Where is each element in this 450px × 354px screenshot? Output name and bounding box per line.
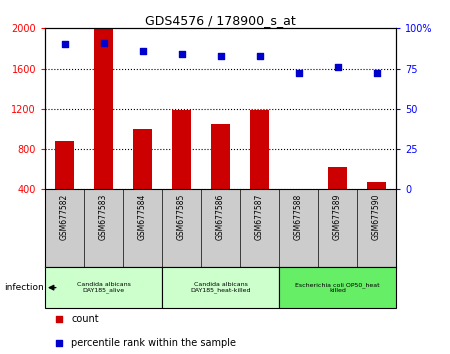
Bar bbox=[162, 267, 279, 308]
Point bbox=[334, 64, 341, 70]
Text: GSM677585: GSM677585 bbox=[177, 193, 186, 240]
Bar bbox=[211, 124, 230, 189]
Bar bbox=[55, 141, 74, 189]
Text: count: count bbox=[71, 314, 99, 324]
Text: infection: infection bbox=[4, 283, 44, 292]
Text: Candida albicans
DAY185_heat-killed: Candida albicans DAY185_heat-killed bbox=[190, 282, 251, 293]
Text: GSM677582: GSM677582 bbox=[60, 193, 69, 240]
Text: GSM677587: GSM677587 bbox=[255, 193, 264, 240]
Point bbox=[55, 340, 63, 346]
Point bbox=[373, 70, 380, 76]
Bar bbox=[94, 28, 113, 189]
Text: GSM677584: GSM677584 bbox=[138, 193, 147, 240]
Bar bbox=[367, 182, 386, 189]
Point bbox=[178, 51, 185, 57]
Text: Candida albicans
DAY185_alive: Candida albicans DAY185_alive bbox=[76, 282, 130, 293]
Text: Escherichia coli OP50_heat
killed: Escherichia coli OP50_heat killed bbox=[295, 282, 380, 293]
Text: GSM677588: GSM677588 bbox=[294, 193, 303, 240]
Point bbox=[100, 40, 107, 46]
Title: GDS4576 / 178900_s_at: GDS4576 / 178900_s_at bbox=[145, 14, 296, 27]
Point bbox=[256, 53, 263, 58]
Text: GSM677589: GSM677589 bbox=[333, 193, 342, 240]
Bar bbox=[328, 167, 347, 189]
Text: GSM677586: GSM677586 bbox=[216, 193, 225, 240]
Text: GSM677590: GSM677590 bbox=[372, 193, 381, 240]
Bar bbox=[45, 267, 162, 308]
Point bbox=[139, 48, 146, 54]
Bar bbox=[172, 110, 191, 189]
Point bbox=[217, 53, 224, 58]
Text: GSM677583: GSM677583 bbox=[99, 193, 108, 240]
Bar bbox=[279, 267, 396, 308]
Point bbox=[61, 42, 68, 47]
Bar bbox=[133, 129, 152, 189]
Point bbox=[55, 316, 63, 321]
Bar bbox=[250, 110, 269, 189]
Text: percentile rank within the sample: percentile rank within the sample bbox=[71, 338, 236, 348]
Point bbox=[295, 70, 302, 76]
